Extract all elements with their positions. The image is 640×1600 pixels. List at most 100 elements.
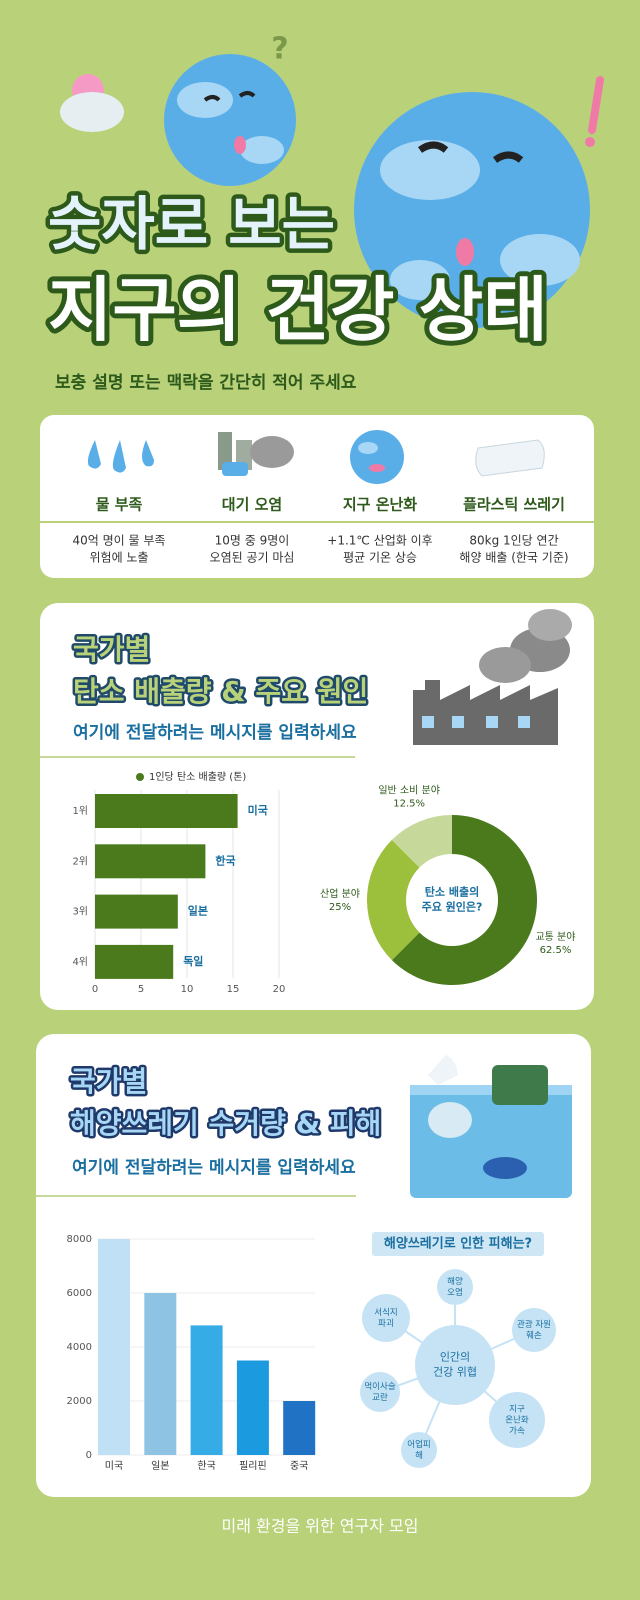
diagram-center (415, 1325, 495, 1405)
section2-title-line1: 국가별 (70, 1065, 147, 1098)
legend-label: 1인당 탄소 배출량 (톤) (149, 771, 246, 783)
diagram-node (362, 1294, 410, 1342)
y-tick-label: 8000 (67, 1234, 92, 1245)
bar (190, 1325, 223, 1455)
diagram-node-label: 훼손 (526, 1330, 542, 1341)
illustration-small-earth: ? (60, 32, 296, 186)
segment-value: 62.5% (540, 945, 572, 956)
diagram-node-label: 먹이사슬 (364, 1381, 395, 1392)
bar-label: 일본 (188, 904, 208, 918)
bar-label: 미국 (248, 803, 268, 817)
y-tick-label: 4000 (67, 1342, 92, 1353)
bar (95, 794, 238, 828)
y-tick-label: 2000 (67, 1396, 92, 1407)
diagram-node-label: 해양 (447, 1276, 463, 1287)
diagram-node-label: 서식지 (374, 1308, 397, 1318)
donut-segment (391, 815, 538, 985)
card-desc: 80kg 1인당 연간 (469, 534, 558, 548)
diagram-node-label: 관광 자원 (517, 1319, 551, 1330)
segment-name: 산업 분야 (320, 887, 360, 900)
diagram-node (512, 1308, 556, 1352)
card-label: 플라스틱 쓰레기 (463, 496, 565, 514)
x-tick-label: 미국 (105, 1460, 123, 1472)
diagram-node-label: 지구 (509, 1405, 525, 1415)
diagram-title-bg (372, 1232, 544, 1256)
legend-marker (136, 773, 144, 781)
card-desc: 위험에 노출 (89, 551, 148, 565)
y-tick-label: 2위 (72, 854, 88, 867)
icon-warming-earth (350, 430, 404, 484)
y-tick-label: 3위 (72, 905, 88, 918)
bar (95, 944, 174, 979)
diagram-title: 해양쓰레기로 인한 피해는? (384, 1236, 532, 1252)
y-tick-label: 0 (86, 1450, 92, 1461)
x-tick-label: 20 (273, 984, 286, 995)
card-desc: +1.1℃ 산업화 이후 (327, 534, 432, 548)
subtitle: 보충 설명 또는 맥락을 간단히 적어 주세요 (55, 373, 357, 393)
x-tick-label: 5 (138, 984, 144, 995)
bar (236, 1360, 269, 1455)
y-tick-label: 6000 (67, 1288, 92, 1299)
bar (95, 844, 206, 879)
y-tick-label: 1위 (72, 804, 88, 817)
x-tick-label: 0 (92, 984, 98, 995)
diagram-node (437, 1269, 473, 1305)
segment-value: 25% (329, 902, 351, 913)
title-line1: 숫자로 보는 (48, 190, 335, 258)
section2-title-line2: 해양쓰레기 수거량 & 피해 (70, 1107, 381, 1140)
x-tick-label: 중국 (290, 1460, 308, 1472)
diagram-node-label: 어업피 (407, 1439, 430, 1450)
section1-title-line1: 국가별 (73, 633, 150, 666)
title-line2: 지구의 건강 상태 (48, 269, 548, 351)
donut-segment (391, 815, 452, 868)
bar (283, 1401, 316, 1455)
section2-message: 여기에 전달하려는 메시지를 입력하세요 (72, 1157, 356, 1178)
bar-label: 한국 (215, 853, 235, 867)
cause-donut-chart: 교통 분야 62.5% 산업 분야 25% 일반 소비 분야 12.5% 탄소 배출의주요 … (320, 785, 575, 985)
icon-water (87, 440, 154, 473)
bar (98, 1239, 130, 1455)
diagram-node-label: 교란 (372, 1392, 388, 1403)
x-tick-label: 일본 (151, 1460, 169, 1472)
carbon-bar-chart: 0 5 10 15 20 1인당 탄소 배출량 (톤) 1위 미국 2위 한국 3위 일본 4위 독일 (72, 771, 285, 995)
icon-air-pollution (218, 432, 294, 476)
bar (95, 894, 178, 929)
card-label: 물 부족 (96, 496, 143, 514)
illustration-large-earth (354, 76, 604, 328)
diagram-center-text: 인간의 (440, 1351, 470, 1364)
diagram-node-label: 해 (415, 1451, 423, 1461)
donut-center-text: 주요 원인은? (422, 900, 483, 914)
x-tick-label: 필리핀 (239, 1460, 267, 1472)
footer: 미래 환경을 위한 연구자 모임 (222, 1517, 419, 1536)
segment-name: 일반 소비 분야 (378, 785, 440, 797)
card-label: 지구 온난화 (343, 496, 417, 514)
y-tick-label: 4위 (72, 955, 88, 968)
card-desc: 평균 기온 상승 (343, 551, 417, 565)
x-tick-label: 15 (227, 984, 240, 995)
ocean-bar-chart: 0 2000 4000 6000 8000 미국 일본 한국 필리핀 중국 (67, 1234, 316, 1472)
donut-center-text: 탄소 배출의 (425, 885, 479, 899)
diagram-node-label: 파괴 (378, 1319, 394, 1329)
cards-panel (40, 415, 594, 578)
diagram-node (360, 1372, 400, 1412)
segment-value: 12.5% (393, 799, 425, 810)
diagram-node-label: 온난화 (505, 1416, 529, 1426)
section1-title-line2: 탄소 배출량 & 주요 원인 (73, 675, 368, 708)
illustration-factory (413, 609, 572, 745)
card-desc: 10명 중 9명이 (215, 534, 290, 548)
diagram-node (401, 1432, 437, 1468)
diagram-node (489, 1392, 545, 1448)
section1-message: 여기에 전달하려는 메시지를 입력하세요 (73, 722, 357, 743)
x-tick-label: 10 (181, 984, 194, 995)
x-tick-label: 한국 (197, 1460, 215, 1472)
svg-text:?: ? (271, 32, 288, 67)
card-desc: 해양 배출 (한국 기준) (459, 551, 568, 565)
card-desc: 40억 명이 물 부족 (73, 534, 166, 548)
illustration-ocean (410, 1055, 572, 1198)
card-desc: 오염된 공기 마심 (210, 551, 295, 565)
diagram-node-label: 가속 (509, 1427, 525, 1437)
